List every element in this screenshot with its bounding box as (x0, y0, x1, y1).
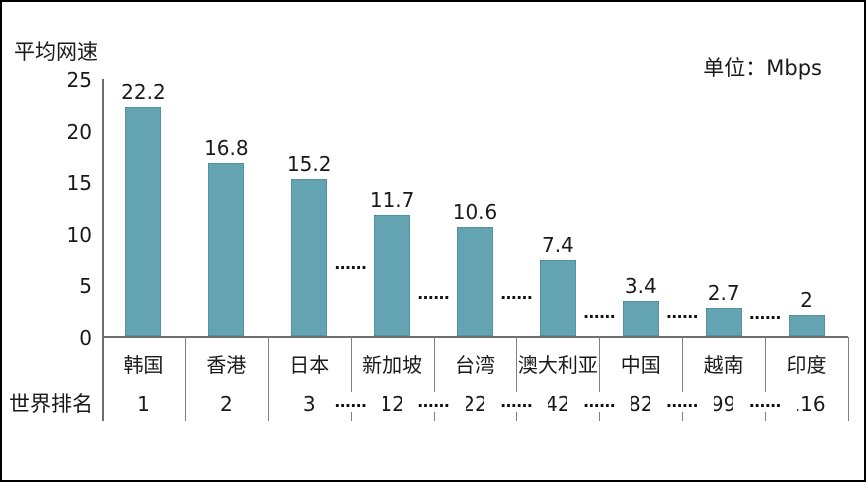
y-axis-line (102, 79, 104, 421)
bar (788, 315, 825, 336)
rank-ellipsis: …… (650, 392, 715, 412)
category-cell: 日本 (289, 353, 330, 377)
plot-ellipsis: …… (666, 303, 699, 323)
table-grid-line (267, 337, 269, 421)
rank-cell: 12 (379, 392, 405, 416)
category-cell: 香港 (206, 353, 247, 377)
bar (208, 162, 245, 336)
table-grid-line (765, 337, 767, 421)
rank-ellipsis: …… (318, 392, 383, 412)
table-grid-line (516, 337, 518, 421)
bar-value-label: 2.7 (707, 281, 740, 306)
x-axis-line (102, 336, 848, 338)
plot-ellipsis: …… (583, 303, 616, 323)
bar (125, 106, 162, 336)
bar (291, 179, 328, 336)
rank-ellipsis: …… (733, 392, 798, 412)
bar-value-label: 7.4 (541, 232, 574, 257)
y-axis-title: 平均网速 (14, 40, 98, 64)
plot-ellipsis: …… (500, 283, 533, 303)
rank-ellipsis: …… (401, 392, 466, 412)
category-cell: 中国 (620, 353, 661, 377)
rank-row-label: 世界排名 (9, 392, 93, 416)
table-grid-line (184, 337, 186, 421)
bar-value-label: 11.7 (369, 188, 415, 213)
table-grid-line (350, 337, 352, 421)
table-grid-line (682, 337, 684, 421)
category-cell: 越南 (703, 353, 744, 377)
bar-value-label: 22.2 (121, 79, 166, 104)
y-tick-label: 15 (66, 171, 92, 196)
bar-value-label: 10.6 (452, 199, 498, 224)
bar-value-label: 16.8 (204, 135, 249, 160)
table-grid-line (433, 337, 435, 421)
rank-cell: 42 (545, 392, 571, 416)
bar-value-label: 15.2 (286, 152, 332, 177)
rank-cell: 82 (628, 392, 654, 416)
rank-cell: 22 (462, 392, 488, 416)
bar (705, 308, 742, 336)
table-grid-line (599, 337, 601, 421)
y-tick-label: 5 (79, 274, 92, 299)
rank-cell: 3 (302, 392, 316, 416)
y-tick-label: 0 (79, 326, 92, 350)
y-tick-label: 20 (66, 119, 92, 144)
unit-label: 单位：Mbps (703, 56, 822, 80)
category-cell: 印度 (786, 353, 827, 377)
bar-value-label: 3.4 (624, 273, 657, 298)
rank-ellipsis: …… (567, 392, 632, 412)
category-cell: 台湾 (454, 353, 495, 377)
plot-ellipsis: …… (334, 253, 367, 273)
plot-ellipsis: …… (749, 304, 782, 324)
bar-value-label: 2 (800, 288, 813, 313)
rank-ellipsis: …… (484, 392, 549, 412)
rank-cell: 2 (219, 392, 233, 416)
bar (374, 215, 411, 336)
y-tick-label: 10 (66, 222, 92, 247)
category-cell: 新加坡 (362, 353, 423, 377)
bar (539, 259, 576, 336)
category-cell: 澳大利亚 (517, 353, 598, 377)
bar (457, 226, 493, 336)
y-tick-label: 25 (66, 68, 92, 92)
category-cell: 韩国 (123, 353, 164, 377)
rank-cell: 1 (137, 392, 150, 416)
table-grid-line (848, 337, 849, 421)
bar (622, 300, 659, 336)
plot-ellipsis: …… (417, 283, 450, 303)
rank-cell: 99 (710, 392, 737, 416)
